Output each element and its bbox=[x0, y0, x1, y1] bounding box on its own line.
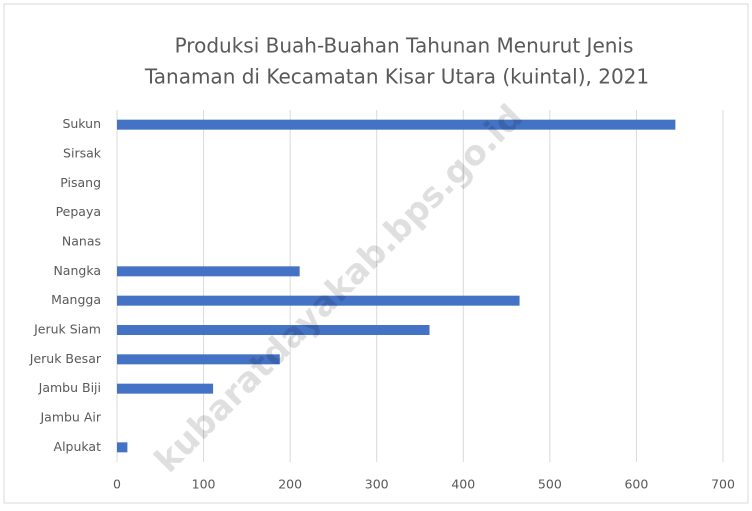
chart-border bbox=[3, 3, 749, 504]
x-tick-label: 200 bbox=[278, 477, 302, 492]
x-tick-label: 400 bbox=[451, 477, 475, 492]
y-tick-label: Sirsak bbox=[63, 146, 102, 161]
bar bbox=[117, 119, 676, 130]
bar bbox=[117, 383, 214, 394]
bar bbox=[117, 266, 300, 277]
chart-title: Tanaman di Kecamatan Kisar Utara (kuinta… bbox=[144, 65, 649, 89]
bar bbox=[117, 325, 430, 335]
y-tick-label: Jambu Air bbox=[39, 410, 101, 425]
x-tick-label: 700 bbox=[711, 477, 735, 492]
chart-title: Produksi Buah-Buahan Tahunan Menurut Jen… bbox=[175, 34, 634, 58]
bar bbox=[117, 354, 280, 365]
y-tick-label: Pisang bbox=[60, 175, 101, 190]
y-tick-label: Jambu Biji bbox=[38, 380, 101, 395]
y-tick-label: Nanas bbox=[62, 234, 101, 249]
bar bbox=[117, 442, 128, 453]
y-tick-label: Mangga bbox=[51, 292, 101, 307]
x-tick-label: 100 bbox=[192, 477, 216, 492]
x-tick-label: 0 bbox=[113, 477, 121, 492]
y-tick-label: Pepaya bbox=[56, 204, 101, 219]
x-tick-label: 300 bbox=[365, 477, 389, 492]
y-tick-label: Jeruk Siam bbox=[33, 322, 101, 337]
bar bbox=[117, 295, 520, 306]
y-tick-label: Nangka bbox=[53, 263, 101, 278]
y-tick-label: Sukun bbox=[62, 116, 101, 131]
x-tick-label: 500 bbox=[538, 477, 562, 492]
y-tick-label: Alpukat bbox=[54, 439, 102, 454]
x-tick-label: 600 bbox=[624, 477, 648, 492]
y-tick-label: Jeruk Besar bbox=[29, 351, 102, 366]
